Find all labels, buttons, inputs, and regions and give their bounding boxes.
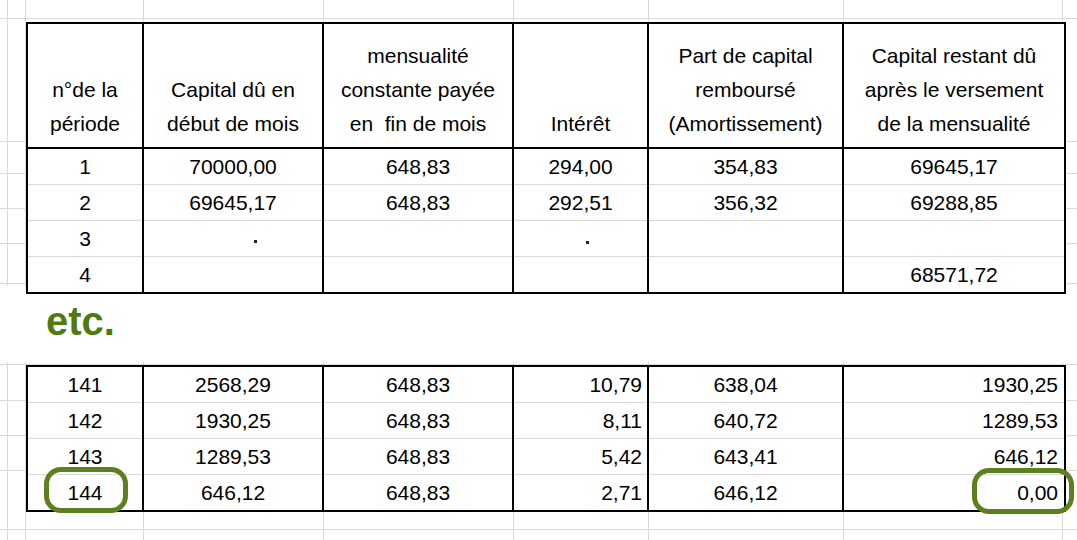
cell[interactable]: 648,83 bbox=[323, 185, 513, 221]
erased-text-remnant-dot bbox=[254, 240, 257, 243]
header-cell-interet[interactable]: Intérêt bbox=[513, 23, 648, 148]
header-cell-mensualite[interactable]: mensualité constante payée en fin de moi… bbox=[323, 23, 513, 148]
table-row: 3 bbox=[27, 221, 1065, 257]
cell[interactable]: 10,79 bbox=[513, 366, 648, 403]
cell[interactable] bbox=[843, 221, 1065, 257]
cell[interactable] bbox=[143, 221, 323, 257]
highlight-oval-zero-balance[interactable] bbox=[972, 468, 1074, 514]
table-row: 4 68571,72 bbox=[27, 257, 1065, 294]
cell[interactable]: 5,42 bbox=[513, 439, 648, 475]
cell[interactable]: 1289,53 bbox=[143, 439, 323, 475]
cell[interactable]: 141 bbox=[27, 366, 143, 403]
cell[interactable]: 3 bbox=[27, 221, 143, 257]
cell[interactable] bbox=[143, 257, 323, 294]
cell[interactable]: 69645,17 bbox=[843, 148, 1065, 185]
cell[interactable]: 646,12 bbox=[143, 475, 323, 512]
etc-annotation[interactable]: etc. bbox=[46, 300, 115, 342]
cell[interactable]: 292,51 bbox=[513, 185, 648, 221]
cell[interactable]: 646,12 bbox=[648, 475, 843, 512]
table-row: 141 2568,29 648,83 10,79 638,04 1930,25 bbox=[27, 366, 1065, 403]
cell[interactable]: 648,83 bbox=[323, 403, 513, 439]
header-cell-capital-debut[interactable]: Capital dû en début de mois bbox=[143, 23, 323, 148]
cell[interactable]: 2568,29 bbox=[143, 366, 323, 403]
cell[interactable] bbox=[513, 257, 648, 294]
cell[interactable]: 69645,17 bbox=[143, 185, 323, 221]
table-row: 143 1289,53 648,83 5,42 643,41 646,12 bbox=[27, 439, 1065, 475]
cell[interactable] bbox=[513, 221, 648, 257]
cell[interactable] bbox=[648, 221, 843, 257]
cell[interactable]: 68571,72 bbox=[843, 257, 1065, 294]
erased-text-remnant-dot bbox=[586, 241, 589, 244]
table-row: 2 69645,17 648,83 292,51 356,32 69288,85 bbox=[27, 185, 1065, 221]
cell[interactable]: 142 bbox=[27, 403, 143, 439]
cell[interactable]: 2 bbox=[27, 185, 143, 221]
cell[interactable]: 648,83 bbox=[323, 475, 513, 512]
cell[interactable]: 356,32 bbox=[648, 185, 843, 221]
amortization-table-bottom: 141 2568,29 648,83 10,79 638,04 1930,25 … bbox=[26, 365, 1066, 512]
spreadsheet-canvas: n°de la période Capital dû en début de m… bbox=[0, 0, 1077, 540]
header-cell-amortissement[interactable]: Part de capital remboursé (Amortissement… bbox=[648, 23, 843, 148]
cell[interactable]: 2,71 bbox=[513, 475, 648, 512]
cell[interactable]: 640,72 bbox=[648, 403, 843, 439]
cell[interactable] bbox=[648, 257, 843, 294]
cell[interactable]: 638,04 bbox=[648, 366, 843, 403]
table-row: 144 646,12 648,83 2,71 646,12 0,00 bbox=[27, 475, 1065, 512]
cell[interactable]: 70000,00 bbox=[143, 148, 323, 185]
highlight-oval-final-period[interactable] bbox=[44, 467, 128, 513]
cell[interactable]: 1 bbox=[27, 148, 143, 185]
cell[interactable] bbox=[323, 257, 513, 294]
table-row: 142 1930,25 648,83 8,11 640,72 1289,53 bbox=[27, 403, 1065, 439]
cell[interactable]: 648,83 bbox=[323, 366, 513, 403]
cell[interactable]: 354,83 bbox=[648, 148, 843, 185]
amortization-table-top: n°de la période Capital dû en début de m… bbox=[26, 22, 1066, 294]
cell[interactable]: 4 bbox=[27, 257, 143, 294]
cell[interactable] bbox=[323, 221, 513, 257]
cell[interactable]: 648,83 bbox=[323, 148, 513, 185]
header-cell-capital-restant[interactable]: Capital restant dû après le versement de… bbox=[843, 23, 1065, 148]
cell[interactable]: 1289,53 bbox=[843, 403, 1065, 439]
header-cell-periode[interactable]: n°de la période bbox=[27, 23, 143, 148]
cell[interactable]: 1930,25 bbox=[143, 403, 323, 439]
cell[interactable]: 643,41 bbox=[648, 439, 843, 475]
table-row: 1 70000,00 648,83 294,00 354,83 69645,17 bbox=[27, 148, 1065, 185]
cell[interactable]: 294,00 bbox=[513, 148, 648, 185]
cell[interactable]: 648,83 bbox=[323, 439, 513, 475]
cell[interactable]: 69288,85 bbox=[843, 185, 1065, 221]
whiteout-gap bbox=[0, 286, 1077, 362]
cell[interactable]: 8,11 bbox=[513, 403, 648, 439]
header-row: n°de la période Capital dû en début de m… bbox=[27, 23, 1065, 148]
cell[interactable]: 1930,25 bbox=[843, 366, 1065, 403]
